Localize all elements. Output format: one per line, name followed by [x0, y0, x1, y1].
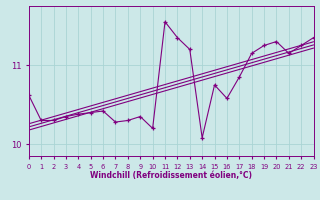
X-axis label: Windchill (Refroidissement éolien,°C): Windchill (Refroidissement éolien,°C)	[90, 171, 252, 180]
